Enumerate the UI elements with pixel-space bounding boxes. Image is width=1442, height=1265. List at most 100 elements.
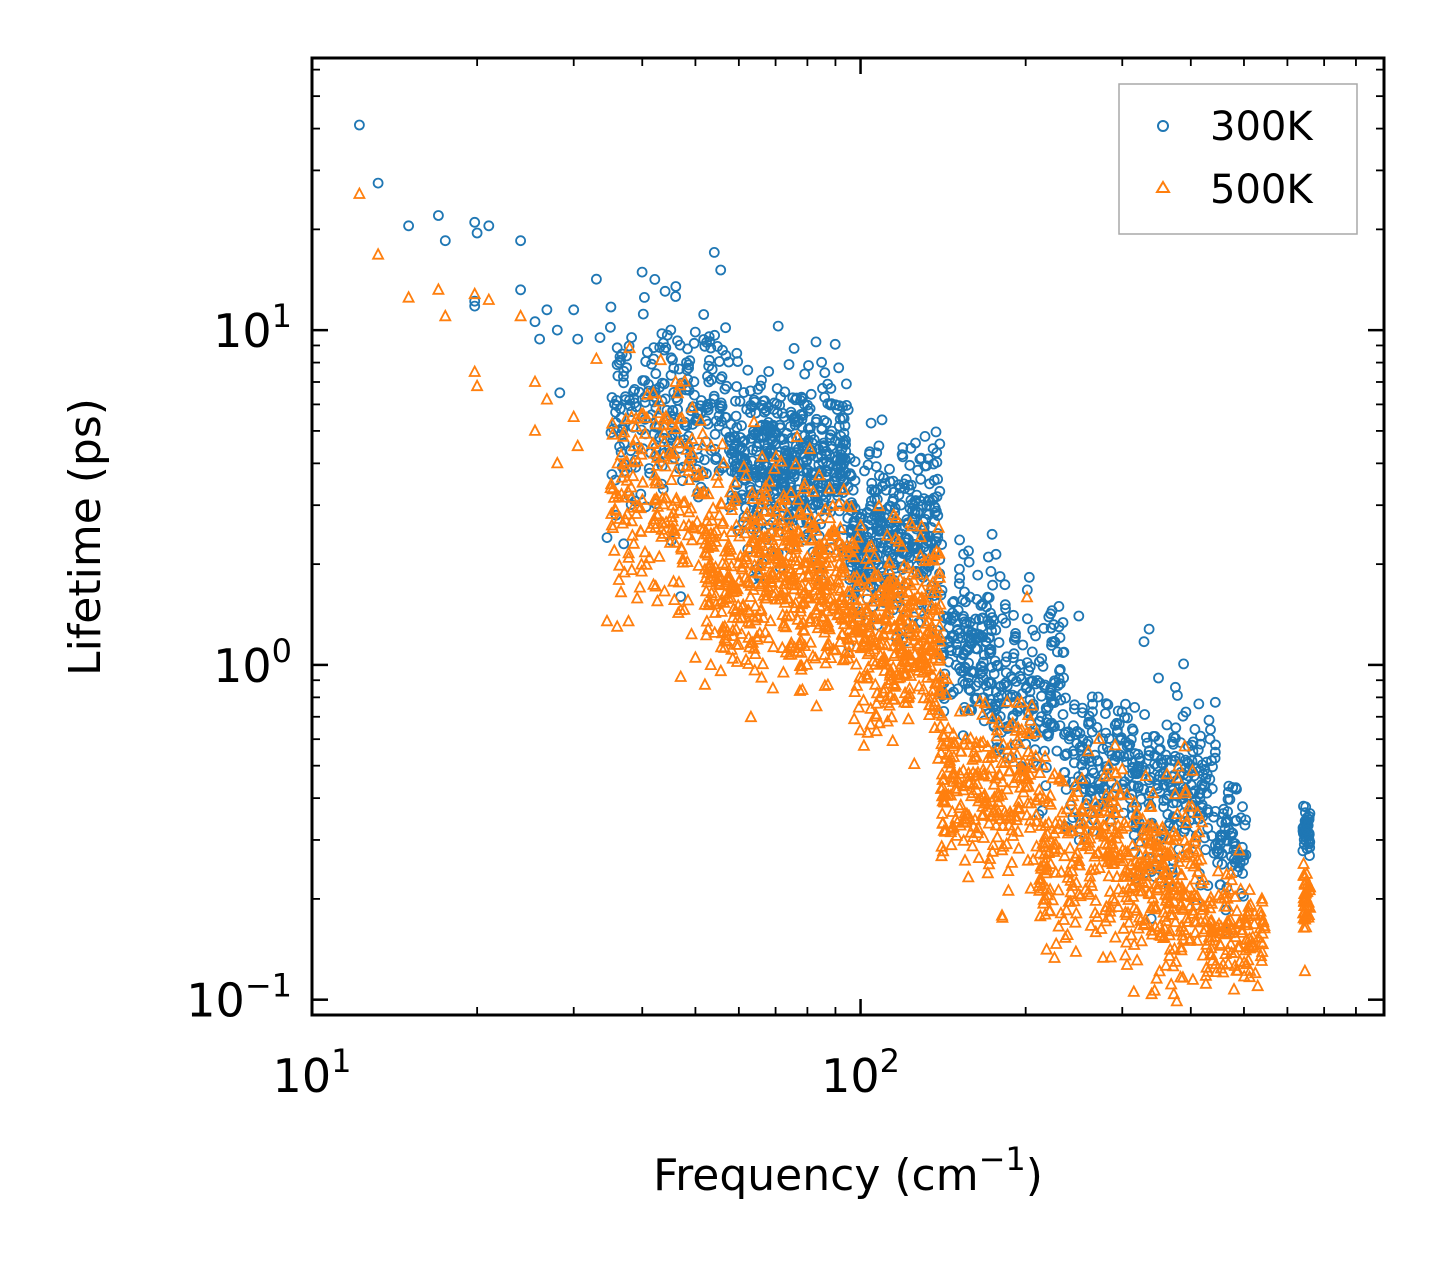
point-500k-1603	[1044, 856, 1058, 869]
point-500k-1746	[1174, 942, 1188, 956]
point-500k-1029	[881, 714, 895, 727]
point-500k-1418	[1041, 827, 1055, 840]
point-500k-437	[711, 475, 725, 488]
point-500k-2089	[669, 374, 683, 387]
point-300k-747	[752, 383, 764, 395]
point-500k-2019	[1214, 938, 1228, 951]
point-300k-2017	[568, 304, 580, 316]
point-500k-1867	[1121, 881, 1135, 894]
point-300k-1623	[1083, 716, 1095, 728]
point-300k-39	[689, 326, 701, 338]
point-300k-1873	[1200, 844, 1211, 856]
point-300k-19	[708, 246, 720, 258]
point-500k-1773	[1195, 814, 1209, 828]
point-300k-1761	[1152, 779, 1164, 791]
point-500k-184	[667, 592, 681, 605]
point-300k-1862	[1137, 761, 1148, 773]
point-300k-777	[768, 397, 780, 409]
point-500k-1565	[1111, 899, 1125, 912]
point-500k-1942	[1255, 953, 1269, 966]
point-500k-824	[880, 607, 894, 620]
point-500k-1525	[1083, 869, 1097, 882]
point-500k-1188	[1012, 841, 1026, 854]
point-500k-1567	[1098, 819, 1112, 832]
point-500k-1304	[996, 818, 1010, 831]
point-500k-1557	[1052, 919, 1066, 932]
point-500k-1041	[844, 499, 858, 513]
point-500k-194	[638, 544, 652, 558]
point-300k-129	[611, 359, 623, 371]
point-500k-2013	[1238, 911, 1252, 924]
point-500k-1077	[904, 624, 918, 637]
point-500k-1829	[1120, 787, 1134, 800]
point-300k-1090	[909, 505, 921, 517]
point-500k-88	[607, 543, 621, 556]
point-500k-1992	[1243, 963, 1257, 976]
point-300k-1395	[1034, 656, 1045, 667]
point-500k-1663	[1122, 915, 1136, 928]
point-500k-1084	[908, 647, 922, 660]
point-300k-1285	[952, 683, 964, 695]
point-500k-1989	[1255, 894, 1269, 907]
point-500k-74	[611, 456, 625, 469]
point-500k-981	[892, 634, 906, 647]
point-500k-1102	[933, 646, 947, 660]
point-500k-705	[716, 516, 729, 529]
point-500k-895	[933, 565, 947, 579]
point-500k-44	[627, 438, 641, 452]
point-500k-729	[734, 549, 747, 562]
point-500k-1921	[1209, 964, 1223, 977]
point-500k-35	[638, 426, 652, 439]
point-500k-33	[678, 374, 692, 387]
point-500k-1802	[1167, 894, 1181, 907]
point-300k-1153	[862, 512, 874, 524]
point-500k-940	[893, 571, 907, 585]
point-500k-476	[837, 482, 851, 495]
point-300k-1443	[1000, 603, 1011, 614]
data-series-layer	[352, 119, 1317, 1007]
point-300k-749	[757, 395, 769, 407]
point-500k-159	[667, 445, 681, 459]
point-300k-2013	[534, 333, 545, 345]
point-500k-2017	[1230, 903, 1244, 917]
point-300k-1314	[951, 625, 963, 637]
point-300k-1298	[977, 631, 988, 643]
point-300k-1139	[900, 533, 912, 544]
point-500k-1028	[883, 555, 897, 569]
point-500k-1561	[1034, 818, 1048, 831]
point-500k-1738	[1134, 913, 1148, 926]
point-500k-204	[817, 567, 831, 581]
point-300k-1889	[1133, 780, 1144, 792]
point-500k-1404	[1011, 824, 1025, 837]
point-300k-216	[715, 264, 727, 276]
point-500k-1069	[880, 637, 894, 651]
point-500k-386	[725, 497, 739, 510]
point-500k-1344	[935, 767, 949, 780]
point-500k-2008	[1228, 945, 1242, 959]
point-300k-200	[683, 362, 694, 374]
point-500k-1381	[954, 818, 967, 831]
point-500k-1489	[1115, 761, 1129, 775]
point-300k-709	[810, 416, 822, 428]
point-500k-2014	[1235, 925, 1249, 938]
point-300k-1725	[1199, 832, 1210, 844]
point-500k-1132	[920, 574, 933, 587]
point-500k-1569	[1061, 865, 1075, 878]
point-500k-1618	[1090, 815, 1104, 829]
point-300k-1136	[881, 503, 893, 515]
point-300k-80	[665, 352, 677, 364]
point-300k-1618	[1119, 776, 1131, 787]
point-500k-1377	[990, 829, 1004, 843]
point-500k-199	[656, 515, 670, 529]
point-500k-520	[793, 636, 807, 649]
point-500k-1686	[1171, 770, 1184, 784]
point-300k-995	[910, 437, 921, 449]
point-500k-893	[931, 702, 945, 716]
point-500k-1409	[966, 829, 980, 842]
point-500k-1391	[1029, 807, 1043, 821]
point-500k-725	[832, 548, 846, 562]
point-500k-963	[933, 570, 947, 583]
point-500k-1239	[982, 816, 996, 829]
point-500k-1790	[1125, 838, 1139, 851]
point-500k-743	[726, 651, 740, 664]
